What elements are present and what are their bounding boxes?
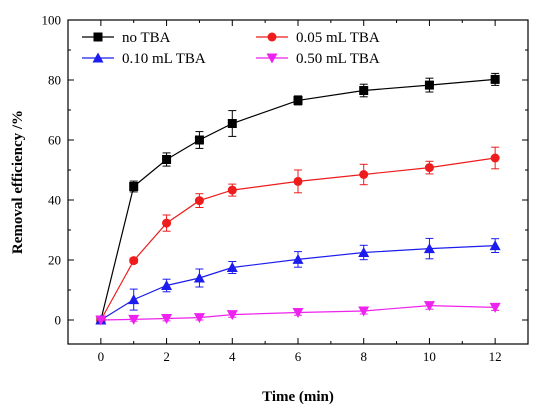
data-point — [423, 243, 435, 254]
legend-label: 0.50 mL TBA — [296, 51, 380, 67]
series-line — [100, 78, 496, 321]
legend-item-3: 0.50 mL TBA — [256, 51, 380, 67]
data-point — [490, 153, 500, 163]
data-point — [162, 155, 172, 164]
data-point — [129, 182, 139, 191]
data-point — [490, 74, 500, 84]
y-tick-label: 0 — [55, 313, 62, 328]
data-point — [424, 163, 434, 173]
data-point — [161, 314, 173, 324]
legend-item-0: no TBA — [82, 30, 171, 46]
x-tick-label: 4 — [229, 349, 236, 364]
x-axis-title: Time (min) — [262, 389, 334, 405]
x-tick-label: 0 — [98, 349, 105, 364]
series-1 — [96, 146, 500, 325]
legend-marker — [92, 52, 104, 63]
data-point — [292, 308, 304, 318]
legend-label: 0.05 mL TBA — [296, 30, 380, 46]
data-point — [128, 294, 140, 305]
y-tick-label: 40 — [48, 193, 61, 208]
data-point — [359, 170, 369, 179]
legend: no TBA 0.05 mL TBA 0.10 mL TBA 0.50 mL TBA — [82, 30, 380, 67]
legend-label: 0.10 mL TBA — [122, 51, 206, 67]
legend-marker — [93, 32, 103, 42]
series-group — [95, 72, 501, 326]
data-point — [358, 247, 370, 257]
legend-item-2: 0.10 mL TBA — [82, 51, 206, 67]
data-point — [293, 176, 303, 186]
data-point — [227, 119, 237, 128]
x-tick-label: 10 — [423, 349, 436, 364]
legend-marker — [267, 32, 277, 42]
axes: 0 2 4 6 8 10 12 0 20 40 60 80 100 — [42, 13, 529, 364]
data-point — [293, 95, 303, 105]
series-3 — [95, 301, 501, 326]
data-point — [423, 301, 435, 312]
data-point — [193, 272, 205, 283]
y-tick-label: 20 — [48, 253, 61, 268]
data-point — [424, 80, 434, 90]
x-tick-label: 12 — [489, 349, 502, 364]
data-point — [226, 262, 238, 272]
data-point — [227, 185, 237, 195]
data-point — [194, 196, 204, 206]
y-axis-title: Removal efficiency /% — [10, 110, 26, 254]
legend-label: no TBA — [122, 30, 171, 46]
data-point — [161, 280, 173, 290]
x-tick-label: 8 — [360, 349, 367, 364]
data-point — [194, 135, 204, 145]
data-point — [292, 253, 304, 264]
data-point — [193, 313, 205, 324]
data-point — [358, 306, 370, 317]
data-point — [95, 315, 107, 326]
x-tick-label: 6 — [295, 349, 302, 364]
data-point — [128, 314, 140, 325]
data-point — [129, 256, 139, 266]
data-point — [162, 218, 172, 228]
data-point — [226, 310, 238, 321]
y-tick-label: 60 — [48, 133, 61, 148]
series-0 — [96, 72, 500, 325]
data-point — [359, 86, 369, 95]
data-point — [489, 240, 501, 251]
legend-marker — [266, 53, 278, 64]
y-tick-label: 100 — [42, 13, 62, 28]
series-2 — [95, 237, 501, 325]
data-point — [489, 302, 501, 313]
x-tick-label: 2 — [163, 349, 170, 364]
y-tick-label: 80 — [48, 73, 61, 88]
legend-item-1: 0.05 mL TBA — [256, 30, 380, 46]
